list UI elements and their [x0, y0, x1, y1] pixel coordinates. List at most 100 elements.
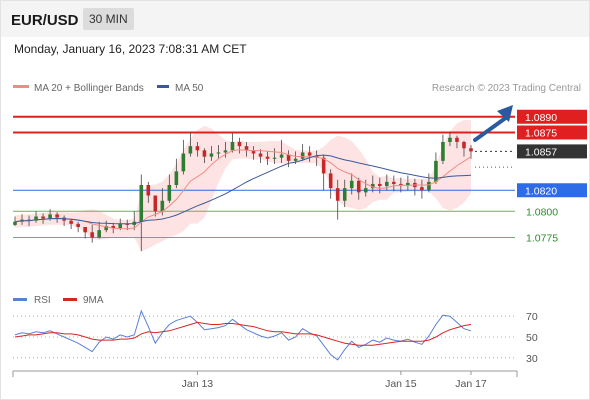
candle-body	[258, 153, 263, 157]
trend-arrow-head	[497, 105, 513, 122]
candle-body	[392, 181, 396, 184]
price-levels	[13, 115, 515, 238]
moving-averages	[14, 149, 472, 230]
rsi-tick-label-70: 70	[526, 311, 538, 323]
candle-body	[378, 183, 382, 187]
candle-body	[27, 219, 31, 221]
candle-body	[195, 146, 200, 151]
candle-body	[286, 154, 291, 161]
candle-body	[434, 160, 438, 182]
candle-body	[251, 150, 256, 154]
candle-body	[448, 137, 452, 142]
trend-arrow-shaft	[473, 115, 509, 142]
ma50-line	[14, 154, 472, 225]
rsi-panel: 70 50 30	[13, 309, 538, 365]
rsi-line	[14, 309, 472, 361]
candle-body	[55, 214, 59, 218]
ma50-legend-label: MA 50	[175, 83, 204, 94]
rsi-ma-legend-swatch	[63, 298, 77, 301]
candle-body	[427, 181, 431, 191]
rsi-tick-label-50: 50	[526, 332, 538, 344]
candle-body	[349, 180, 354, 189]
candle-body	[153, 195, 158, 212]
candle-body	[293, 158, 298, 161]
candle-body	[181, 153, 186, 172]
ma20-legend-swatch	[13, 85, 29, 88]
candle-body	[48, 214, 52, 219]
candle-body	[69, 220, 73, 224]
level-tag-1-0875	[517, 125, 587, 140]
candle-body	[97, 230, 101, 238]
candle-body	[230, 141, 235, 151]
level-tag-1-0820	[517, 183, 587, 198]
candle-body	[420, 187, 424, 191]
level-labels: 1.0890 1.0875 1.0857 1.0820 1.0800 1.0775	[517, 109, 587, 245]
rsi-legend-label: RSI	[34, 295, 51, 306]
candle-body	[146, 185, 151, 196]
ma20-legend-label: MA 20 + Bollinger Bands	[34, 83, 144, 94]
candle-body	[174, 171, 179, 185]
candle-body	[342, 188, 347, 201]
candle-body	[83, 227, 87, 233]
level-tag-1-0890	[517, 109, 587, 124]
candle-body	[300, 152, 305, 159]
rsi-ma-legend-label: 9MA	[83, 295, 104, 306]
candle-body	[279, 154, 284, 158]
candle-body	[356, 180, 361, 193]
candle-body	[265, 156, 270, 159]
level-tag-1-0857	[517, 144, 587, 159]
level-label-1-0800: 1.0800	[526, 206, 558, 218]
candle-body	[455, 137, 459, 142]
candle-body	[202, 150, 207, 157]
candle-body	[385, 181, 389, 187]
candle-body	[167, 185, 172, 201]
candle-body	[399, 183, 403, 185]
level-label-1-0857: 1.0857	[525, 146, 557, 158]
level-label-1-0775: 1.0775	[526, 233, 558, 245]
candle-body	[441, 141, 445, 161]
credit-label: Research © 2023 Trading Central	[432, 83, 581, 94]
candle-body	[328, 173, 333, 189]
rsi-ma-line	[14, 321, 472, 346]
candle-body	[13, 221, 17, 225]
candle-body	[125, 223, 130, 225]
candle-body	[370, 183, 375, 189]
candle-body	[321, 157, 326, 174]
candle-body	[462, 141, 466, 149]
ma20-line	[14, 149, 472, 230]
datetime-label: Monday, January 16, 2023 7:08:31 AM CET	[14, 42, 247, 56]
candle-body	[76, 223, 80, 227]
candle-body	[363, 188, 368, 193]
level-label-1-0820: 1.0820	[525, 185, 557, 197]
candle-body	[244, 146, 249, 151]
candle-body	[111, 225, 116, 229]
bollinger-band-area	[15, 120, 471, 252]
rsi-tick-label-30: 30	[526, 353, 538, 365]
candle-body	[41, 216, 45, 219]
candle-body	[469, 148, 473, 152]
bollinger-band	[15, 120, 471, 252]
x-tick-label: Jan 13	[182, 378, 214, 390]
candle-body	[307, 152, 312, 156]
candle-body	[216, 152, 221, 154]
candle-body	[160, 200, 165, 212]
candle-body	[335, 188, 340, 201]
candle-body	[272, 157, 277, 159]
level-label-1-0890: 1.0890	[525, 112, 557, 124]
candle-body	[104, 225, 108, 231]
x-axis: Jan 13 Jan 15 Jan 17	[12, 370, 518, 390]
candle-body	[223, 150, 228, 153]
x-tick-label: Jan 17	[455, 378, 487, 390]
candle-body	[237, 141, 242, 147]
top-bar: EUR/USD 30 MIN	[1, 1, 589, 37]
candle-body	[188, 146, 193, 154]
candle-body	[209, 153, 214, 157]
ma50-legend-swatch	[157, 85, 169, 88]
candle-body	[34, 216, 38, 221]
trend-arrow	[473, 105, 513, 142]
level-label-1-0875: 1.0875	[525, 128, 557, 140]
instrument-title: EUR/USD	[11, 12, 79, 29]
timeframe-button[interactable]: 30 MIN	[83, 8, 134, 30]
